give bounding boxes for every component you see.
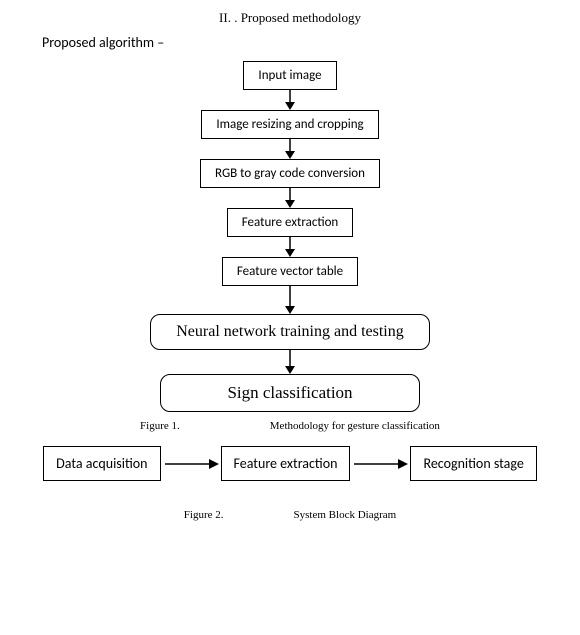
node-sign-classification: Sign classification — [160, 374, 420, 412]
caption-prefix: Figure 1. — [140, 420, 180, 432]
arrow-down-icon — [280, 350, 300, 374]
node-neural-network: Neural network training and testing — [150, 314, 430, 350]
section-header: II. . Proposed methodology — [0, 10, 580, 26]
node-resize-crop: Image resizing and cropping — [201, 110, 378, 139]
arrow-down-icon — [280, 237, 300, 257]
figure-1-caption: Figure 1. Methodology for gesture classif… — [0, 420, 580, 432]
flowchart-horizontal: Data acquisition Feature extraction Reco… — [4, 446, 576, 481]
caption-prefix: Figure 2. — [184, 509, 224, 521]
arrow-down-icon — [280, 286, 300, 314]
node-rgb-gray: RGB to gray code conversion — [200, 159, 380, 188]
node-feature-extraction-h: Feature extraction — [221, 446, 351, 481]
node-input-image: Input image — [243, 61, 336, 90]
flowchart-vertical: Input image Image resizing and cropping … — [0, 61, 580, 412]
arrow-down-icon — [280, 90, 300, 110]
node-data-acquisition: Data acquisition — [43, 446, 160, 481]
arrow-down-icon — [280, 139, 300, 159]
node-feature-vector: Feature vector table — [222, 257, 358, 286]
caption-text: Methodology for gesture classification — [270, 420, 440, 432]
node-recognition-stage: Recognition stage — [410, 446, 536, 481]
arrow-down-icon — [280, 188, 300, 208]
arrow-right-icon — [350, 454, 410, 474]
arrow-right-icon — [161, 454, 221, 474]
subheader: Proposed algorithm – — [42, 34, 580, 51]
node-feature-extraction: Feature extraction — [227, 208, 354, 237]
caption-text: System Block Diagram — [294, 509, 397, 521]
figure-2-caption: Figure 2. System Block Diagram — [0, 509, 580, 521]
